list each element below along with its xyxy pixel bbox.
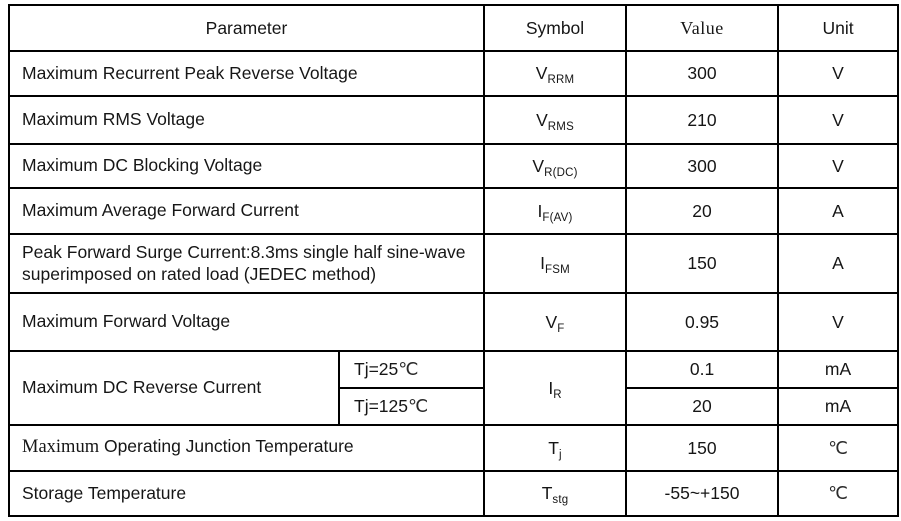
table-row-ir-tj25: Maximum DC Reverse Current Tj=25℃ IR 0.1…	[8, 350, 900, 426]
table-row-tstg: Storage Temperature Tstg -55~+150 ℃	[7, 470, 900, 517]
col-header-value: Value	[625, 4, 780, 52]
symbol-cell: IFSM	[483, 233, 628, 294]
symbol-cell: Tj	[483, 424, 628, 472]
table-row-tj: Maximum Operating Junction Temperature T…	[7, 424, 900, 472]
parameter-cell: Maximum RMS Voltage	[7, 95, 486, 145]
unit-cell: A	[777, 187, 900, 235]
symbol-cell: Tstg	[483, 470, 628, 517]
unit-cell: mA	[777, 387, 900, 426]
value-cell: 20	[625, 387, 780, 426]
value-cell: 150	[625, 233, 780, 294]
value-cell: 300	[625, 50, 780, 97]
parameter-cell: Storage Temperature	[7, 470, 486, 517]
table-row-vrrm: Maximum Recurrent Peak Reverse Voltage V…	[7, 50, 900, 97]
table-row-vrms: Maximum RMS Voltage VRMS 210 V	[7, 95, 900, 145]
value-cell: 20	[625, 187, 780, 235]
col-header-unit: Unit	[777, 4, 900, 52]
unit-cell: mA	[777, 350, 900, 389]
table-row-ifsm: Peak Forward Surge Current:8.3ms single …	[7, 233, 900, 294]
parameter-cell: Maximum Operating Junction Temperature	[7, 424, 486, 472]
condition-cell-tj125: Tj=125℃	[337, 387, 486, 426]
symbol-cell: IR	[483, 350, 628, 426]
parameter-cell: Maximum Recurrent Peak Reverse Voltage	[7, 50, 486, 97]
value-cell: 210	[625, 95, 780, 145]
parameter-cell: Maximum DC Reverse Current	[8, 350, 340, 426]
value-cell: 0.1	[625, 350, 780, 389]
table-row-vrdc: Maximum DC Blocking Voltage VR(DC) 300 V	[7, 143, 900, 189]
unit-cell: A	[777, 233, 900, 294]
maximum-ratings-table: Parameter Symbol Value Unit Maximum Recu…	[7, 4, 900, 517]
unit-cell: ℃	[777, 470, 900, 517]
table-row-ifav: Maximum Average Forward Current IF(AV) 2…	[7, 187, 900, 235]
symbol-cell: VRRM	[483, 50, 628, 97]
header-row: Parameter Symbol Value Unit	[7, 4, 900, 52]
table-row-vf: Maximum Forward Voltage VF 0.95 V	[7, 292, 900, 352]
value-cell: 300	[625, 143, 780, 189]
value-cell: -55~+150	[625, 470, 780, 517]
unit-cell: V	[777, 292, 900, 352]
value-cell: 0.95	[625, 292, 780, 352]
unit-cell: ℃	[777, 424, 900, 472]
unit-cell: V	[777, 50, 900, 97]
symbol-cell: IF(AV)	[483, 187, 628, 235]
celsius-glyph: ℃	[408, 396, 429, 416]
unit-cell: V	[777, 95, 900, 145]
value-cell: 150	[625, 424, 780, 472]
table-row-ir-tj125: Tj=125℃ 20 mA	[9, 387, 900, 426]
celsius-glyph: ℃	[398, 359, 419, 379]
col-header-symbol: Symbol	[483, 4, 628, 52]
symbol-cell: VR(DC)	[483, 143, 628, 189]
parameter-cell: Peak Forward Surge Current:8.3ms single …	[7, 233, 486, 294]
parameter-cell: Maximum Forward Voltage	[7, 292, 486, 352]
unit-cell: V	[777, 143, 900, 189]
symbol-cell: VF	[483, 292, 628, 352]
col-header-parameter: Parameter	[7, 4, 486, 52]
parameter-cell: Maximum DC Blocking Voltage	[7, 143, 486, 189]
symbol-cell: VRMS	[483, 95, 628, 145]
condition-cell-tj25: Tj=25℃	[337, 350, 486, 389]
parameter-cell: Maximum Average Forward Current	[7, 187, 486, 235]
